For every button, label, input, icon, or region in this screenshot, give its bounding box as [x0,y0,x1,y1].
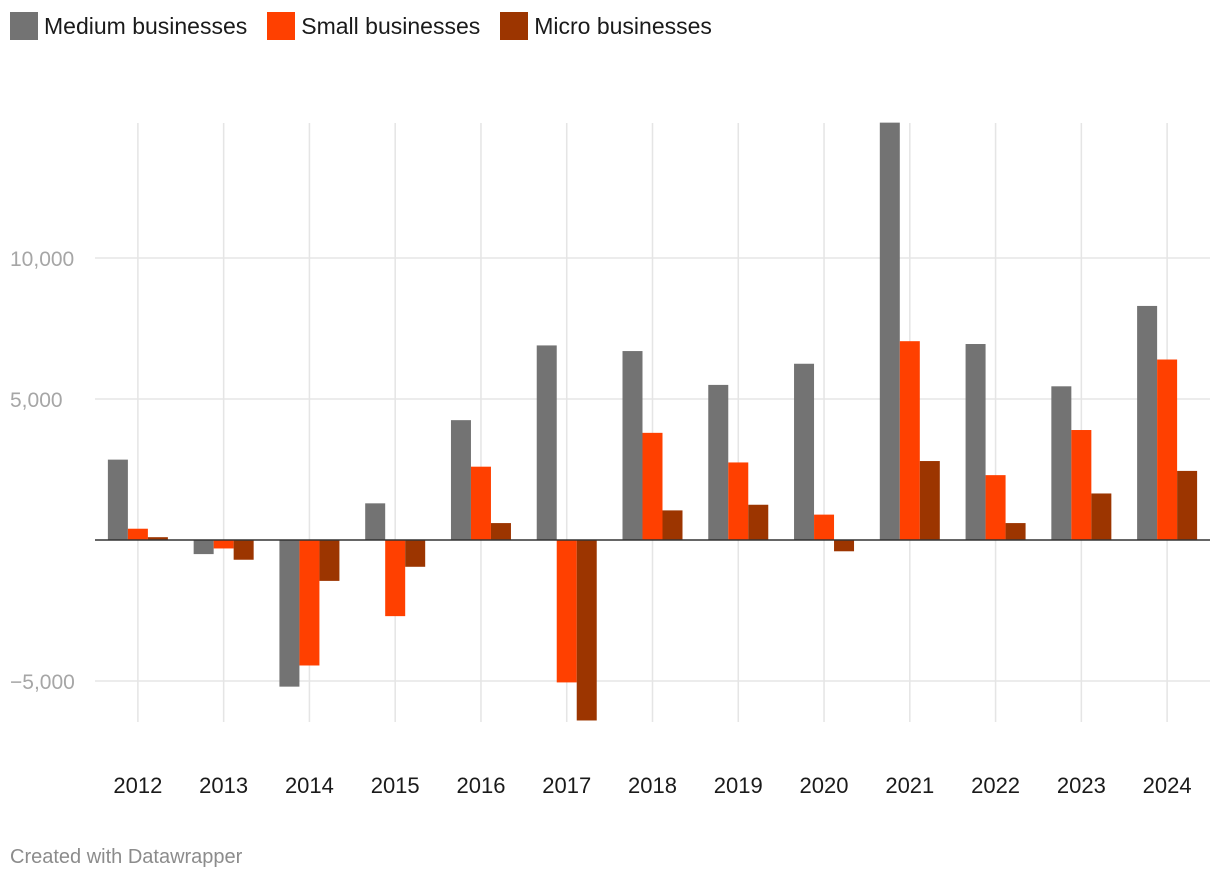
legend-item-medium: Medium businesses [10,12,247,40]
bar-micro-businesses-2014 [319,540,340,581]
legend-label-small: Small businesses [301,12,481,39]
bar-small-businesses-2014 [299,540,320,666]
x-tick-label-2016: 2016 [456,773,505,798]
bar-small-businesses-2018 [642,432,663,540]
bar-medium-businesses-2015 [365,503,386,540]
bar-micro-businesses-2015 [405,540,426,567]
bar-small-businesses-2019 [728,462,749,540]
bar-medium-businesses-2022 [965,344,986,540]
bar-small-businesses-2023 [1071,430,1092,540]
bar-micro-businesses-2016 [490,523,511,540]
x-tick-label-2020: 2020 [800,773,849,798]
bar-micro-businesses-2021 [919,461,940,540]
y-tick-label: 5,000 [10,389,63,412]
x-tick-label-2023: 2023 [1057,773,1106,798]
x-tick-label-2021: 2021 [885,773,934,798]
bar-small-businesses-2015 [385,540,406,617]
bar-medium-businesses-2020 [794,363,815,540]
legend: Medium businesses Small businesses Micro… [10,12,732,40]
legend-item-small: Small businesses [267,12,480,40]
x-tick-label-2017: 2017 [542,773,591,798]
legend-swatch-medium [10,12,38,40]
bar-micro-businesses-2022 [1005,523,1026,540]
legend-item-micro: Micro businesses [500,12,712,40]
x-tick-label-2024: 2024 [1143,773,1192,798]
bar-small-businesses-2020 [814,514,835,540]
x-tick-label-2022: 2022 [971,773,1020,798]
bar-micro-businesses-2019 [748,504,769,540]
legend-swatch-micro [500,12,529,40]
legend-swatch-small [267,12,296,40]
bar-medium-businesses-2016 [450,420,471,540]
bar-small-businesses-2021 [899,341,920,540]
bar-small-businesses-2012 [127,528,148,540]
x-tick-label-2018: 2018 [628,773,677,798]
bar-medium-businesses-2023 [1051,386,1072,540]
bar-micro-businesses-2018 [662,510,683,540]
datawrapper-credit: Created with Datawrapper [10,846,243,868]
legend-label-micro: Micro businesses [534,12,712,39]
bar-small-businesses-2022 [985,475,1006,540]
bar-micro-businesses-2024 [1177,470,1198,540]
bar-micro-businesses-2023 [1091,493,1112,540]
legend-label-medium: Medium businesses [44,12,248,39]
bar-small-businesses-2024 [1157,359,1178,540]
bar-medium-businesses-2021 [879,122,900,540]
bar-micro-businesses-2020 [834,540,855,552]
bar-micro-businesses-2017 [576,540,597,721]
bar-small-businesses-2017 [556,540,577,683]
bar-small-businesses-2016 [470,466,491,540]
x-tick-label-2019: 2019 [714,773,763,798]
bar-medium-businesses-2024 [1137,305,1158,540]
x-tick-label-2015: 2015 [371,773,420,798]
bar-medium-businesses-2014 [279,540,300,687]
bar-micro-businesses-2012 [147,537,168,540]
y-tick-label: 10,000 [10,248,74,271]
x-tick-label-2014: 2014 [285,773,334,798]
x-tick-label-2013: 2013 [199,773,248,798]
x-tick-label-2012: 2012 [113,773,162,798]
bar-medium-businesses-2013 [193,540,214,555]
bar-micro-businesses-2013 [233,540,254,560]
bar-small-businesses-2013 [213,540,234,549]
bar-medium-businesses-2017 [536,345,557,540]
y-tick-label: −5,000 [10,671,75,694]
bar-medium-businesses-2019 [708,384,729,540]
bar-medium-businesses-2018 [622,351,643,540]
bar-medium-businesses-2012 [107,459,128,540]
